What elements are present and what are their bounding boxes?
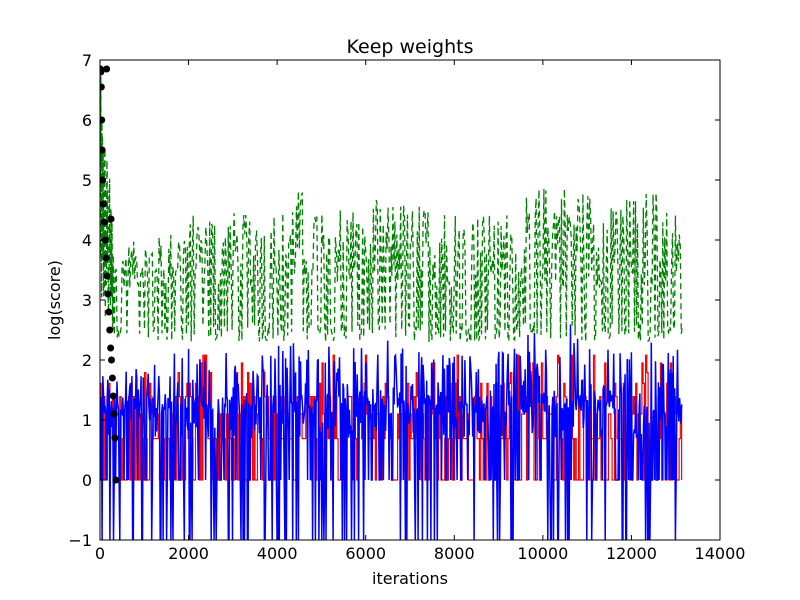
x-tick-label: 4000	[257, 544, 298, 563]
x-axis-label: iterations	[372, 569, 448, 588]
chart-title: Keep weights	[347, 36, 474, 58]
series-black-marker	[100, 218, 108, 226]
series-black-marker	[107, 215, 115, 223]
y-tick-label: 5	[82, 171, 92, 190]
y-tick-label: −1	[68, 531, 92, 550]
series-black-marker	[107, 344, 115, 352]
series-black-marker	[108, 374, 116, 382]
series-black-marker	[102, 254, 110, 262]
x-tick-label: 12000	[606, 544, 657, 563]
series-black-marker	[110, 410, 118, 418]
x-tick-label: 8000	[434, 544, 475, 563]
series-blue-line	[100, 324, 683, 540]
y-tick-label: 1	[82, 411, 92, 430]
series-black-marker	[106, 326, 114, 334]
x-tick-label: 0	[95, 544, 105, 563]
series-black-marker	[109, 392, 117, 400]
y-axis-label: log(score)	[45, 260, 64, 340]
y-tick-label: 4	[82, 231, 92, 250]
series-black-marker	[104, 290, 112, 298]
series-green-dashed-line	[100, 76, 683, 344]
x-tick-label: 2000	[168, 544, 209, 563]
series-black-marker	[100, 200, 108, 208]
series-layer	[100, 65, 683, 540]
series-black-marker	[100, 83, 105, 91]
x-tick-label: 6000	[345, 544, 386, 563]
series-black-marker	[108, 356, 116, 364]
y-tick-label: 0	[82, 471, 92, 490]
series-black-marker	[103, 65, 111, 73]
x-tick-label: 14000	[695, 544, 746, 563]
y-tick-label: 2	[82, 351, 92, 370]
series-black-marker	[111, 434, 119, 442]
x-tick-label: 10000	[517, 544, 568, 563]
y-tick-label: 6	[82, 111, 92, 130]
series-black-marker	[101, 236, 109, 244]
series-black-marker	[103, 272, 111, 280]
y-tick-label: 3	[82, 291, 92, 310]
ticks-layer: 0 2000 4000 6000 8000 10000 12000 14000−1012345…	[68, 51, 745, 563]
series-black-marker	[105, 308, 113, 316]
series-black-marker	[100, 146, 106, 154]
y-tick-label: 7	[82, 51, 92, 70]
series-black-marker	[100, 68, 105, 76]
series-black-marker	[112, 476, 120, 484]
